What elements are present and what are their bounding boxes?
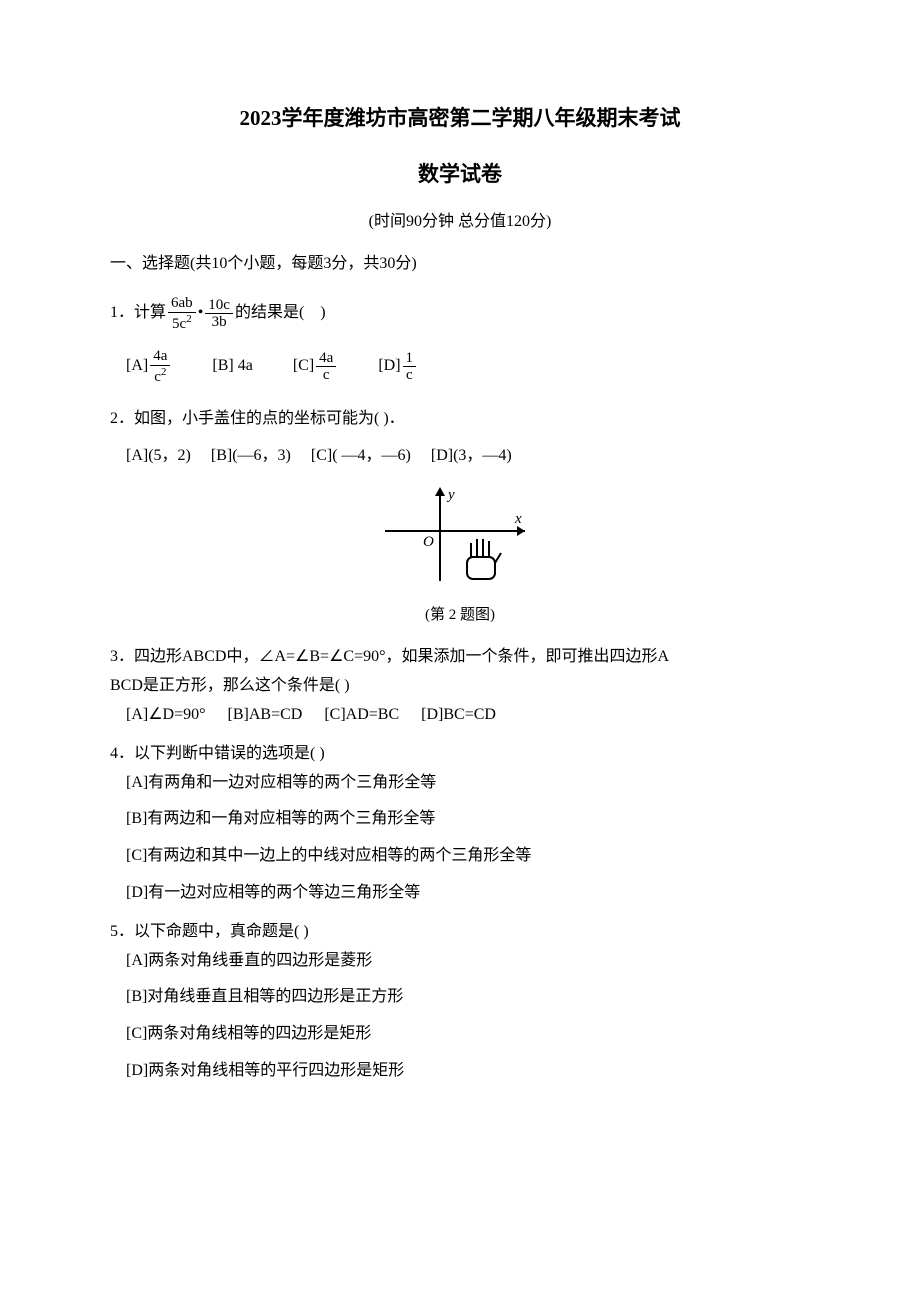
q2-options: [A](5，2) [B](—6，3) [C]( —4，—6) [D](3，—4) <box>110 442 810 471</box>
q1-opt-a-den: c2 <box>151 366 169 386</box>
q1-frac2-den: 3b <box>209 314 230 331</box>
exam-title-main: 2023学年度潍坊市高密第二学期八年级期末考试 <box>110 100 810 138</box>
axis-x-label: x <box>514 511 522 527</box>
coordinate-plane-icon: y x O <box>375 481 545 591</box>
q1-opt-c-label: [C] <box>293 352 314 381</box>
q2-figure: y x O (第 2 题图) <box>110 481 810 630</box>
q1-opt-d-num: 1 <box>403 350 417 368</box>
q1-opt-d-den: c <box>403 367 416 384</box>
q4-opt-b: [B]有两边和一角对应相等的两个三角形全等 <box>126 805 810 834</box>
q4-options: [A]有两角和一边对应相等的两个三角形全等 [B]有两边和一角对应相等的两个三角… <box>110 769 810 908</box>
q1-frac1: 6ab 5c2 <box>168 295 196 332</box>
q1-opt-d-label: [D] <box>378 352 400 381</box>
q2-figure-caption: (第 2 题图) <box>375 602 545 629</box>
q1-opt-a: [A] 4a c2 <box>126 348 172 385</box>
q1-opt-c-num: 4a <box>316 350 336 368</box>
q2-opt-b: [B](—6，3) <box>211 442 291 471</box>
q3-opt-d: [D]BC=CD <box>421 701 496 730</box>
q1-opt-b: [B] 4a <box>212 352 252 381</box>
q5-opt-d: [D]两条对角线相等的平行四边形是矩形 <box>126 1057 810 1086</box>
q4-opt-d: [D]有一边对应相等的两个等边三角形全等 <box>126 879 810 908</box>
axis-y-label: y <box>446 487 455 503</box>
question-2-text: 2．如图，小手盖住的点的坐标可能为( )． <box>110 405 810 434</box>
q2-opt-c: [C]( —4，—6) <box>311 442 411 471</box>
q1-opt-a-num: 4a <box>150 348 170 366</box>
hand-icon <box>467 539 501 579</box>
question-4: 4．以下判断中错误的选项是( ) [A]有两角和一边对应相等的两个三角形全等 [… <box>110 740 810 908</box>
question-5-text: 5．以下命题中，真命题是( ) <box>110 918 810 947</box>
q1-opt-a-frac: 4a c2 <box>150 348 170 385</box>
q1-suffix: 的结果是( ) <box>235 299 326 328</box>
q3-options: [A]∠D=90° [B]AB=CD [C]AD=BC [D]BC=CD <box>110 701 810 730</box>
q1-opt-a-label: [A] <box>126 352 148 381</box>
question-5: 5．以下命题中，真命题是( ) [A]两条对角线垂直的四边形是菱形 [B]对角线… <box>110 918 810 1086</box>
q1-frac1-num: 6ab <box>168 295 196 313</box>
q1-opt-c-frac: 4a c <box>316 350 336 384</box>
q1-frac1-den-sup: 2 <box>186 313 192 325</box>
q1-frac1-den-base: 5c <box>172 316 186 332</box>
q1-opt-d: [D] 1 c <box>378 350 418 384</box>
q1-dot: • <box>198 299 204 328</box>
q3-opt-c: [C]AD=BC <box>324 701 399 730</box>
q1-prefix: 1．计算 <box>110 299 166 328</box>
exam-title-sub: 数学试卷 <box>110 156 810 194</box>
question-2: 2．如图，小手盖住的点的坐标可能为( )． [A](5，2) [B](—6，3)… <box>110 405 810 629</box>
q5-options: [A]两条对角线垂直的四边形是菱形 [B]对角线垂直且相等的四边形是正方形 [C… <box>110 947 810 1086</box>
q3-opt-a: [A]∠D=90° <box>126 701 206 730</box>
q1-frac2: 10c 3b <box>205 297 233 331</box>
q5-opt-a: [A]两条对角线垂直的四边形是菱形 <box>126 947 810 976</box>
question-3: 3．四边形ABCD中，∠A=∠B=∠C=90°，如果添加一个条件，即可推出四边形… <box>110 643 810 729</box>
q1-opt-c-den: c <box>320 367 333 384</box>
q1-frac2-num: 10c <box>205 297 233 315</box>
question-4-text: 4．以下判断中错误的选项是( ) <box>110 740 810 769</box>
q3-opt-b: [B]AB=CD <box>228 701 303 730</box>
section-1-header: 一、选择题(共10个小题，每题3分，共30分) <box>110 250 810 279</box>
q1-opt-a-den-sup: 2 <box>161 366 167 378</box>
exam-meta: (时间90分钟 总分值120分) <box>110 208 810 237</box>
question-1: 1．计算 6ab 5c2 • 10c 3b 的结果是( ) [A] 4a c2 … <box>110 295 810 385</box>
q1-opt-d-frac: 1 c <box>403 350 417 384</box>
origin-label: O <box>423 534 434 550</box>
q2-opt-a: [A](5，2) <box>126 442 191 471</box>
q5-opt-c: [C]两条对角线相等的四边形是矩形 <box>126 1020 810 1049</box>
q1-options: [A] 4a c2 [B] 4a [C] 4a c [D] 1 c <box>110 348 810 385</box>
q2-opt-d: [D](3，—4) <box>431 442 512 471</box>
q1-opt-a-den-base: c <box>154 369 161 385</box>
q4-opt-c: [C]有两边和其中一边上的中线对应相等的两个三角形全等 <box>126 842 810 871</box>
q1-opt-c: [C] 4a c <box>293 350 339 384</box>
question-3-line2: BCD是正方形，那么这个条件是( ) <box>110 672 810 701</box>
q4-opt-a: [A]有两角和一边对应相等的两个三角形全等 <box>126 769 810 798</box>
q5-opt-b: [B]对角线垂直且相等的四边形是正方形 <box>126 983 810 1012</box>
question-1-text: 1．计算 6ab 5c2 • 10c 3b 的结果是( ) <box>110 295 810 332</box>
question-3-line1: 3．四边形ABCD中，∠A=∠B=∠C=90°，如果添加一个条件，即可推出四边形… <box>110 643 810 672</box>
q1-frac1-den: 5c2 <box>169 313 195 333</box>
